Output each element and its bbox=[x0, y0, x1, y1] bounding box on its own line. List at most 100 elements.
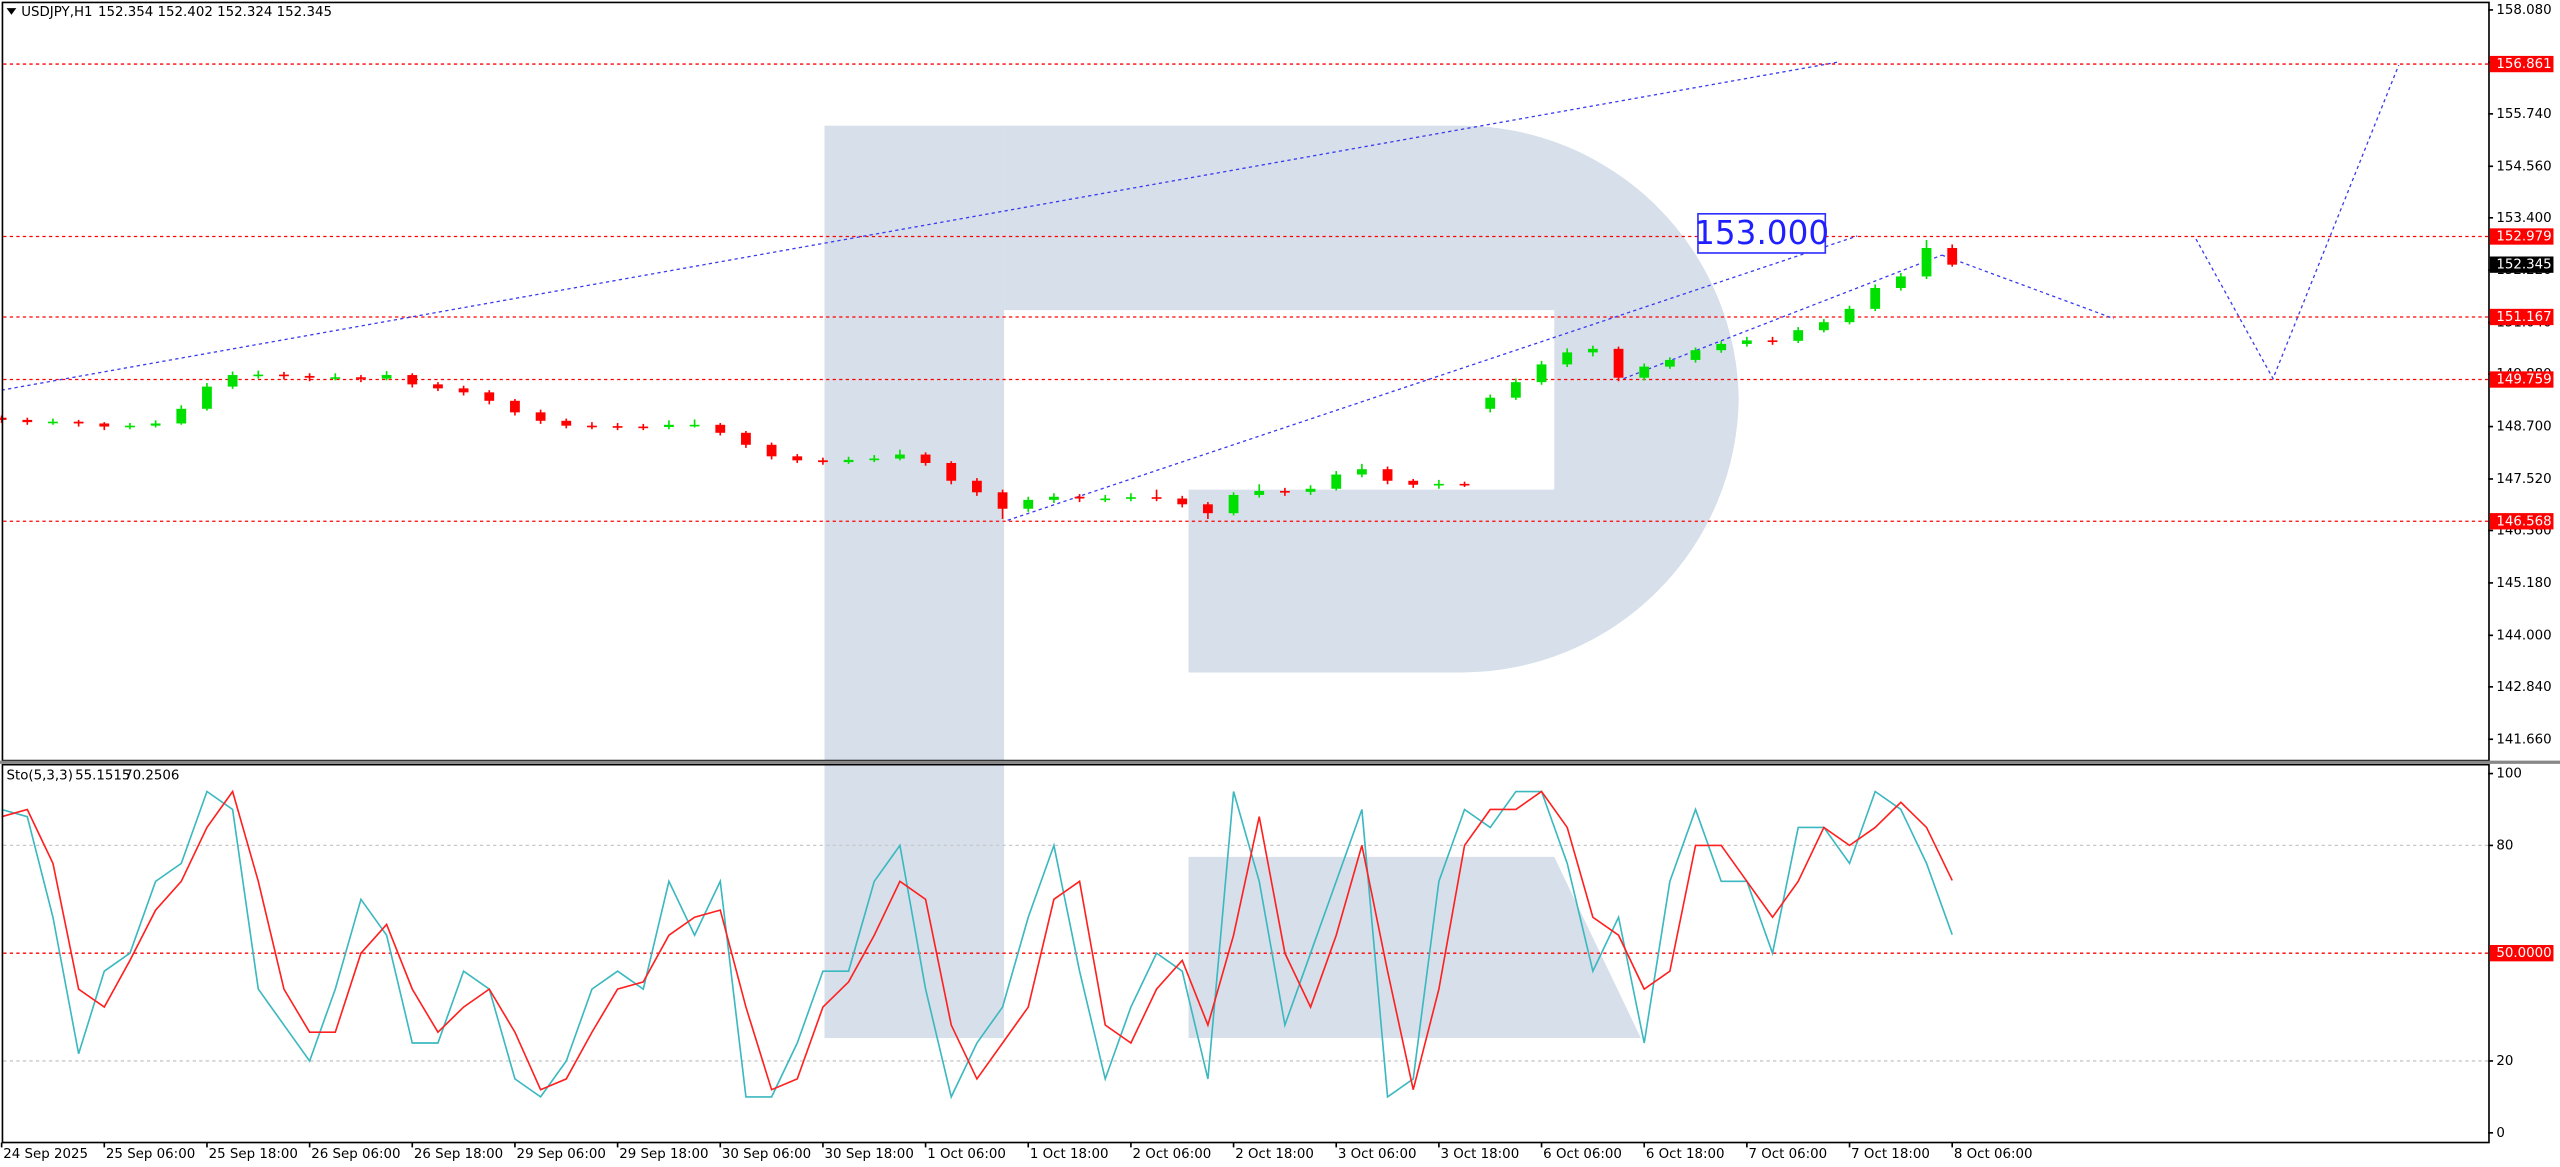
x-tick-label: 2 Oct 06:00 bbox=[1133, 1147, 1212, 1162]
x-tick-label: 6 Oct 18:00 bbox=[1646, 1147, 1725, 1162]
level-label-bg bbox=[2489, 228, 2554, 245]
candle-body bbox=[22, 419, 33, 423]
symbol-title: USDJPY,H1 bbox=[21, 5, 92, 20]
candle-body bbox=[1562, 352, 1573, 365]
candle-body bbox=[1023, 499, 1034, 509]
level-label-bg bbox=[2489, 945, 2554, 962]
watermark-stem bbox=[824, 125, 1005, 1039]
level-label: 50.0000 bbox=[2496, 946, 2551, 961]
x-tick-label: 1 Oct 18:00 bbox=[1030, 1147, 1109, 1162]
current-price-bg bbox=[2489, 256, 2554, 273]
candle-body bbox=[253, 374, 264, 377]
candle-body bbox=[1844, 308, 1855, 323]
candle-body bbox=[1818, 322, 1829, 331]
plot-layer bbox=[0, 9, 2494, 1134]
candle-body bbox=[1485, 397, 1496, 409]
symbol-info: 152.354 152.402 152.324 152.345 bbox=[98, 5, 332, 20]
candle-body bbox=[125, 425, 135, 428]
candle-body bbox=[997, 492, 1008, 509]
indicator-d-value: 70.2506 bbox=[124, 768, 179, 783]
candle-body bbox=[587, 425, 597, 428]
level-label: 146.568 bbox=[2496, 514, 2551, 529]
trendline bbox=[1623, 254, 1943, 380]
candle-body bbox=[818, 460, 828, 463]
candle-body bbox=[1767, 340, 1778, 343]
candle-body bbox=[1356, 469, 1367, 475]
candle-body bbox=[715, 424, 726, 433]
candle-body bbox=[1895, 276, 1906, 288]
candle-body bbox=[638, 426, 649, 429]
candle-body bbox=[1664, 359, 1675, 367]
current-price-label: 152.345 bbox=[2496, 258, 2551, 273]
candle-body bbox=[99, 423, 110, 427]
candle-body bbox=[612, 426, 623, 428]
candle-body bbox=[1280, 490, 1290, 493]
candle-body bbox=[1947, 248, 1958, 265]
y-tick-label: 144.000 bbox=[2496, 628, 2551, 643]
candle-body bbox=[73, 421, 84, 424]
trendline bbox=[1941, 254, 2115, 320]
candle-body bbox=[330, 377, 341, 379]
candle-body bbox=[895, 454, 905, 459]
y-tick-label: 0 bbox=[2496, 1126, 2505, 1141]
candle-body bbox=[407, 375, 418, 385]
candle-body bbox=[946, 462, 957, 481]
candle-body bbox=[1716, 343, 1727, 351]
candle-body bbox=[150, 423, 161, 426]
level-label-bg bbox=[2489, 513, 2554, 530]
candle-body bbox=[1921, 248, 1932, 277]
stoch-line bbox=[1, 789, 1953, 1091]
x-tick-label: 7 Oct 18:00 bbox=[1851, 1147, 1930, 1162]
level-label: 152.979 bbox=[2496, 230, 2551, 245]
x-tick-label: 1 Oct 06:00 bbox=[927, 1147, 1006, 1162]
level-label: 156.861 bbox=[2496, 57, 2551, 72]
candle-body bbox=[1408, 480, 1419, 485]
candle-body bbox=[689, 424, 700, 427]
candle-body bbox=[1793, 330, 1804, 341]
candle-body bbox=[920, 454, 931, 463]
candle-body bbox=[1587, 348, 1598, 353]
watermark bbox=[824, 125, 1739, 1039]
candle-body bbox=[1741, 340, 1752, 344]
candle-body bbox=[1305, 488, 1316, 492]
annotation-text: 153.000 bbox=[1694, 214, 1829, 252]
candle-body bbox=[766, 444, 777, 457]
watermark-leg bbox=[1188, 856, 1641, 1039]
candle-body bbox=[202, 386, 212, 409]
candle-body bbox=[1870, 287, 1881, 309]
x-tick-label: 25 Sep 06:00 bbox=[106, 1147, 195, 1162]
candle-body bbox=[1049, 496, 1059, 500]
stoch-frame bbox=[1, 763, 2490, 1144]
trendline bbox=[1007, 235, 1858, 521]
candle-body bbox=[1536, 364, 1547, 383]
y-tick-label: 153.400 bbox=[2496, 211, 2551, 226]
candle-body bbox=[1100, 498, 1111, 501]
candle-body bbox=[1510, 382, 1521, 398]
candle-body bbox=[561, 420, 572, 426]
candle-body bbox=[1254, 490, 1265, 495]
annotation-box bbox=[1697, 212, 1827, 254]
y-tick-label: 80 bbox=[2496, 838, 2513, 853]
x-tick-label: 29 Sep 18:00 bbox=[619, 1147, 708, 1162]
candle-body bbox=[381, 375, 392, 379]
level-label-bg bbox=[2489, 55, 2554, 73]
symbol-menu-icon[interactable] bbox=[6, 8, 17, 15]
stoch-line bbox=[1, 790, 1953, 1100]
x-tick-label: 3 Oct 06:00 bbox=[1338, 1147, 1417, 1162]
y-tick-label: 154.560 bbox=[2496, 159, 2551, 174]
x-tick-label: 24 Sep 2025 bbox=[3, 1147, 88, 1162]
candle-body bbox=[510, 400, 520, 413]
x-tick-label: 29 Sep 06:00 bbox=[517, 1147, 606, 1162]
candle-body bbox=[458, 388, 469, 393]
axis-labels: 158.080156.900155.740154.560153.400152.2… bbox=[0, 3, 2554, 1162]
indicator-k-value: 55.1515 bbox=[75, 768, 130, 783]
candle-body bbox=[1690, 350, 1701, 360]
x-tick-label: 30 Sep 06:00 bbox=[722, 1147, 811, 1162]
y-tick-label: 100 bbox=[2496, 767, 2522, 782]
candle-body bbox=[1177, 498, 1188, 505]
candle-body bbox=[48, 421, 58, 424]
y-tick-label: 141.660 bbox=[2496, 732, 2551, 747]
candle-body bbox=[279, 374, 289, 377]
